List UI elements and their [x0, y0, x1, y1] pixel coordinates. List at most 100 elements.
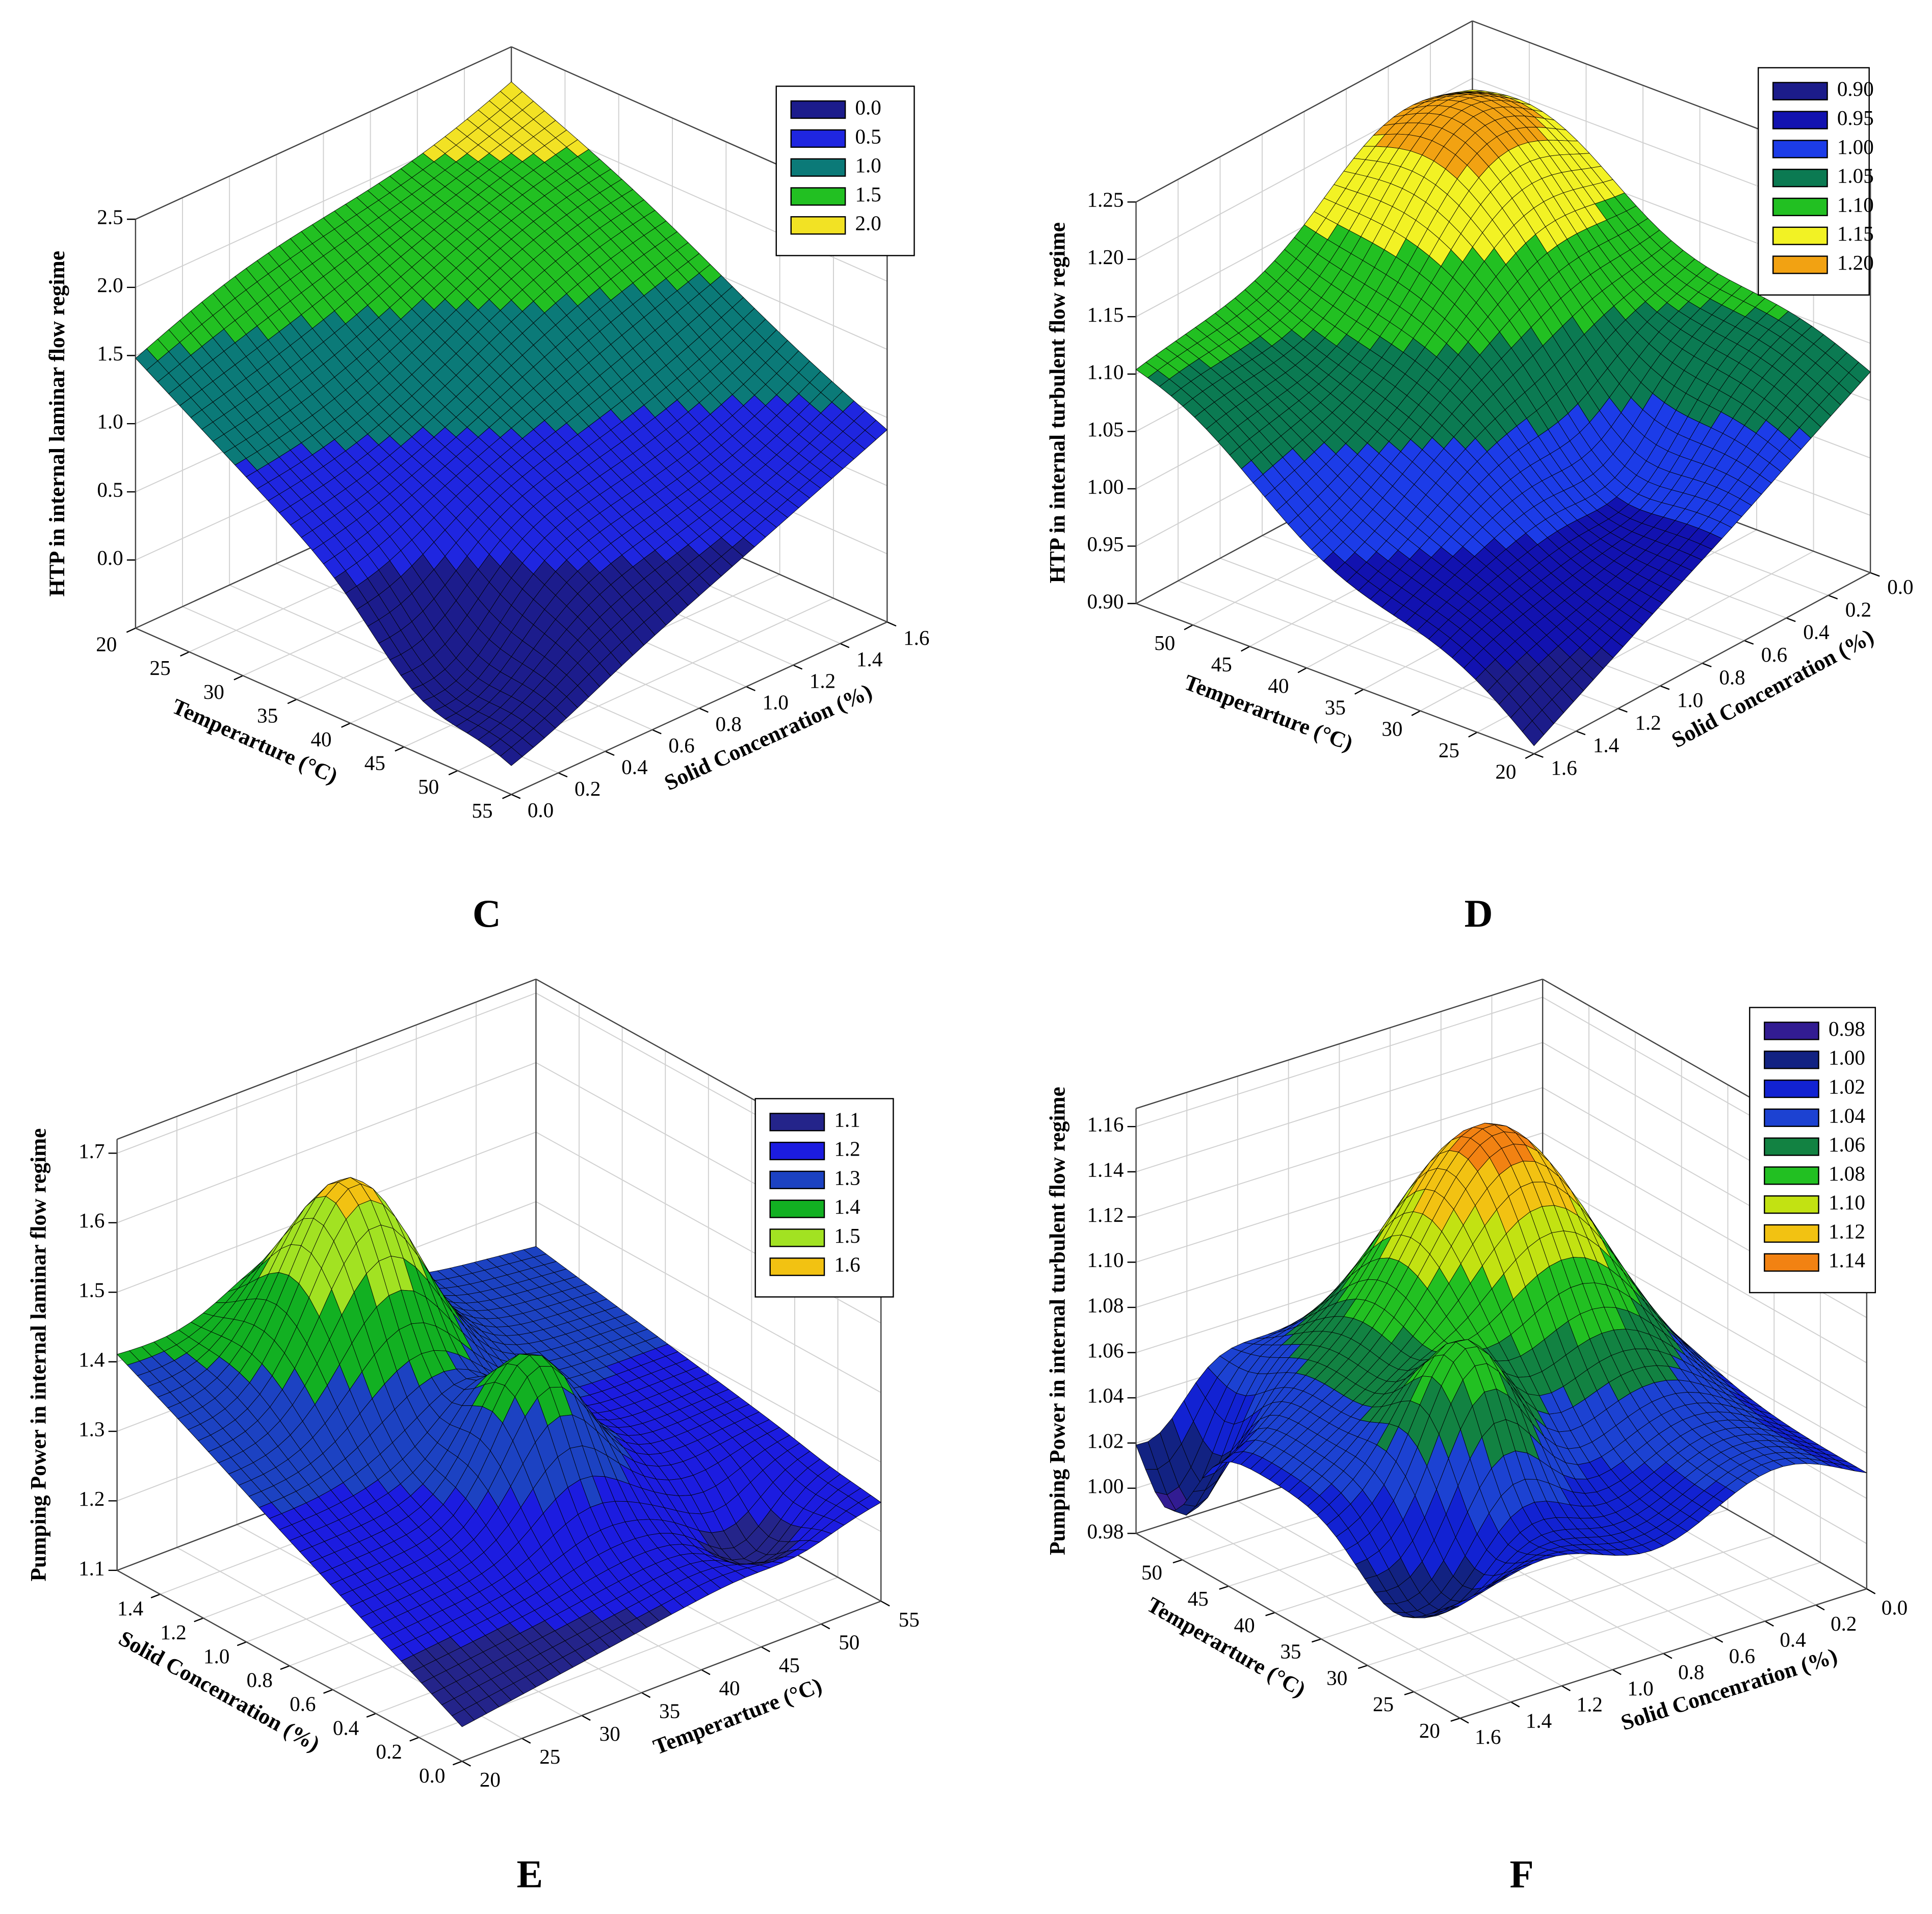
- tick-label: 50: [1141, 1560, 1162, 1584]
- legend-swatch: [769, 1199, 825, 1218]
- tick-label: 1.2: [160, 1620, 186, 1644]
- tick-label: 1.6: [79, 1209, 105, 1232]
- tick-label: 1.4: [79, 1348, 105, 1371]
- legend-label: 0.95: [1837, 106, 1874, 129]
- tick-mark: [341, 722, 351, 728]
- tick-label: 1.7: [79, 1139, 105, 1163]
- tick-label: 35: [257, 703, 278, 727]
- tick-mark: [652, 729, 662, 735]
- tick-label: 35: [1280, 1640, 1301, 1663]
- axis-title: Pumping Power in internal laminar flow r…: [27, 1128, 51, 1581]
- legend-label: 1.5: [855, 182, 881, 206]
- legend-swatch: [790, 216, 846, 235]
- tick-mark: [1702, 663, 1712, 668]
- tick-mark: [233, 675, 244, 680]
- tick-label: 1.6: [903, 626, 929, 649]
- legend-swatch: [790, 100, 846, 119]
- legend-swatch: [1772, 111, 1828, 129]
- tick-mark: [126, 627, 136, 633]
- tick-label: 0.4: [1780, 1628, 1806, 1651]
- tick-label: 0.2: [575, 777, 601, 800]
- legend-swatch: [1772, 255, 1828, 274]
- tick-mark: [1786, 617, 1796, 622]
- legend-label: 0.90: [1837, 77, 1874, 100]
- tick-label: 40: [310, 727, 331, 751]
- box-edge: [135, 46, 512, 220]
- legend-swatch: [769, 1257, 825, 1276]
- tick-label: 1.06: [1087, 1339, 1124, 1362]
- box-edge: [135, 627, 512, 795]
- legend-swatch: [1772, 140, 1828, 159]
- surface-patch: [500, 747, 523, 766]
- tick-label: 2.0: [97, 273, 123, 297]
- tick-label: 0.98: [1087, 1519, 1124, 1543]
- tick-label: 50: [1154, 631, 1175, 654]
- tick-mark: [180, 651, 190, 657]
- tick-label: 1.2: [1577, 1693, 1603, 1716]
- legend-swatch: [790, 187, 846, 206]
- legend-label: 1.15: [1837, 222, 1874, 245]
- tick-mark: [502, 794, 512, 799]
- legend-swatch: [769, 1113, 825, 1132]
- tick-mark: [1468, 731, 1478, 738]
- tick-label: 1.4: [1593, 733, 1619, 757]
- tick-label: 35: [1325, 695, 1346, 719]
- tick-label: 1.2: [1635, 711, 1661, 734]
- tick-label: 1.04: [1087, 1384, 1124, 1407]
- tick-label: 0.4: [1803, 620, 1829, 644]
- legend-label: 1.3: [834, 1166, 860, 1189]
- legend-swatch: [790, 158, 846, 177]
- legend-label: 1.2: [834, 1137, 860, 1161]
- tick-mark: [840, 643, 850, 648]
- legend-swatch: [790, 129, 846, 148]
- tick-label: 1.0: [203, 1644, 229, 1668]
- tick-label: 0.0: [419, 1764, 445, 1787]
- tick-label: 1.4: [856, 647, 882, 671]
- tick-label: 0.90: [1087, 589, 1124, 613]
- tick-label: 1.5: [79, 1278, 105, 1302]
- tick-label: 0.2: [376, 1740, 402, 1763]
- legend-swatch: [1772, 197, 1828, 217]
- tick-label: 0.0: [1882, 1595, 1908, 1619]
- box-edge: [1135, 20, 1473, 203]
- tick-mark: [1533, 753, 1544, 758]
- tick-label: 30: [1381, 717, 1402, 740]
- tick-label: 25: [150, 656, 171, 679]
- panel-label: D: [1465, 892, 1493, 935]
- legend-label: 1.1: [834, 1108, 860, 1132]
- tick-label: 1.6: [1475, 1725, 1501, 1748]
- tick-label: 25: [539, 1745, 560, 1768]
- tick-label: 30: [1326, 1666, 1347, 1689]
- tick-label: 1.4: [117, 1596, 143, 1620]
- tick-mark: [1870, 572, 1880, 577]
- tick-mark: [448, 770, 458, 776]
- tick-label: 1.00: [1087, 475, 1124, 498]
- tick-label: 1.25: [1087, 188, 1124, 212]
- tick-label: 45: [779, 1654, 800, 1677]
- tick-label: 1.2: [79, 1487, 105, 1510]
- legend-swatch: [1772, 169, 1828, 188]
- tick-label: 1.0: [763, 691, 789, 714]
- tick-label: 0.95: [1087, 532, 1124, 556]
- box-edge: [511, 621, 887, 795]
- surface-chart: 202530354045500.00.20.40.60.81.01.21.41.…: [1046, 20, 1914, 935]
- tick-label: 0.6: [668, 733, 694, 757]
- tick-label: 0.8: [715, 712, 741, 736]
- tick-label: 40: [1234, 1613, 1255, 1637]
- tick-label: 20: [96, 633, 117, 656]
- tick-label: 20: [480, 1768, 501, 1791]
- tick-label: 1.10: [1087, 1248, 1124, 1272]
- tick-mark: [886, 621, 897, 627]
- panel-label: E: [517, 1852, 543, 1896]
- axis-title: HTP in internal laminar flow regime: [45, 251, 69, 597]
- tick-label: 0.6: [1729, 1644, 1755, 1667]
- tick-label: 0.5: [97, 478, 123, 501]
- tick-label: 1.12: [1087, 1203, 1124, 1226]
- legend-swatch: [769, 1170, 825, 1189]
- tick-label: 1.05: [1087, 417, 1124, 441]
- legend-label: 1.00: [1837, 135, 1874, 159]
- legend-swatch: [769, 1228, 825, 1247]
- tick-mark: [1617, 707, 1628, 713]
